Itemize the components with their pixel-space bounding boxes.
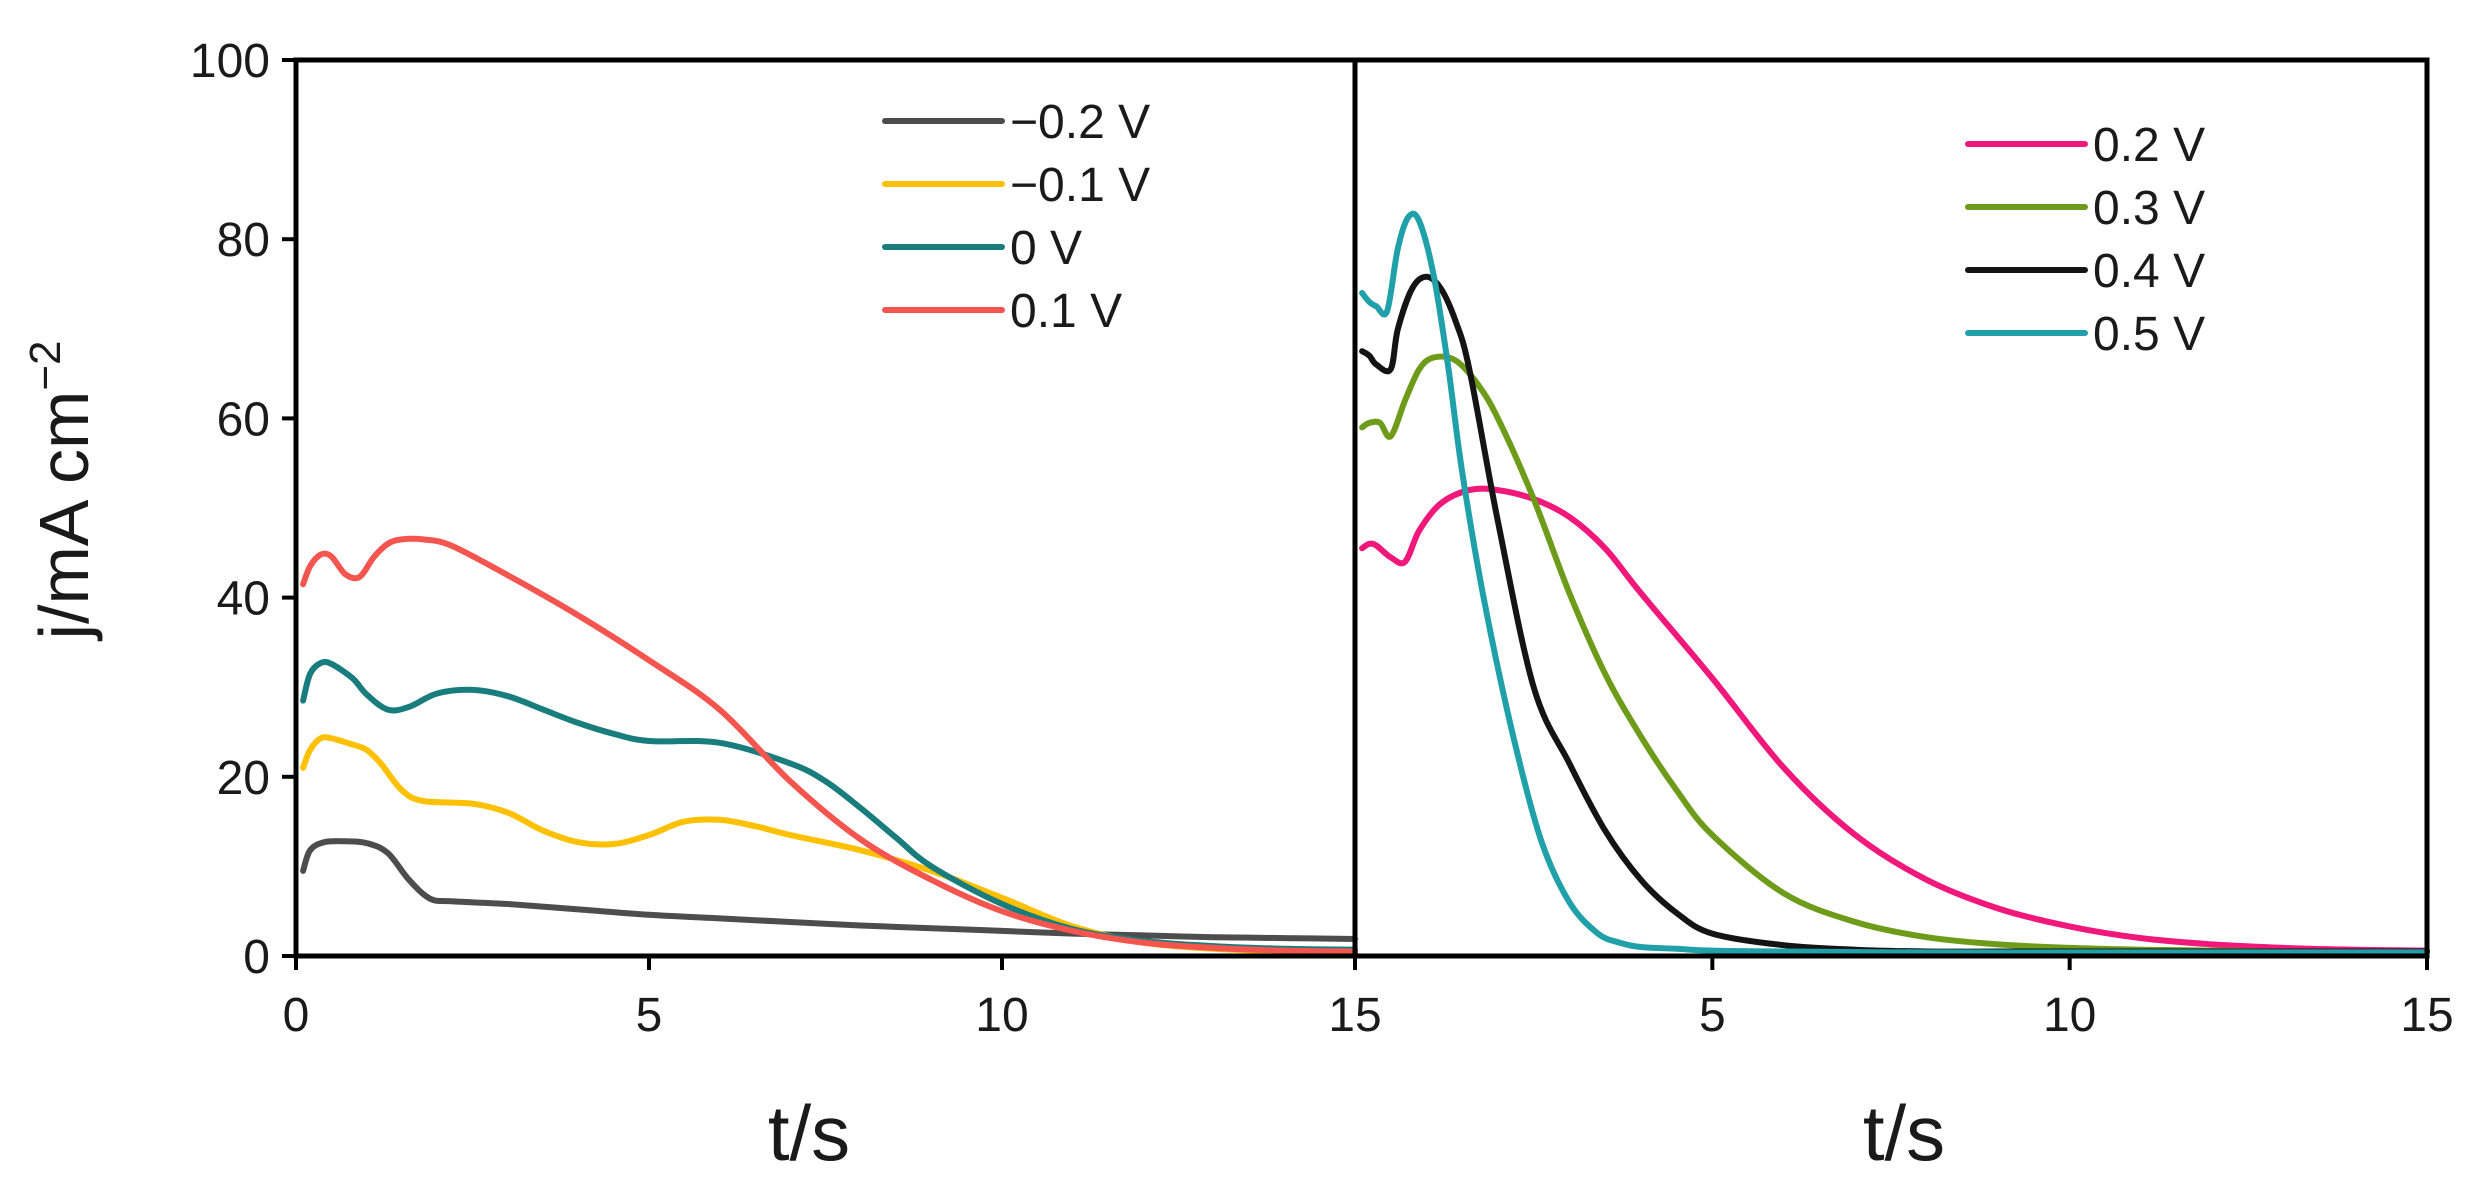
right-x-tick-label: 15 bbox=[2400, 989, 2453, 1042]
right-legend-label: 0.3 V bbox=[2093, 182, 2205, 235]
left-x-tick-label: 10 bbox=[975, 989, 1028, 1042]
left-legend: −0.2 V −0.1 V 0 V 0.1 V bbox=[882, 96, 1150, 338]
x-axis-label-right: t/s bbox=[1863, 1089, 1945, 1177]
right-plot-frame bbox=[1352, 57, 2430, 959]
left-series-line-3 bbox=[300, 535, 1358, 955]
y-tick-label: 0 bbox=[243, 931, 270, 984]
y-axis-label: j/mA cm−2 bbox=[21, 340, 103, 641]
right-series-line-0 bbox=[1359, 485, 2430, 954]
left-legend-label: 0.1 V bbox=[1010, 285, 1122, 338]
right-legend-label: 0.5 V bbox=[2093, 308, 2205, 361]
right-legend-label: 0.4 V bbox=[2093, 245, 2205, 298]
left-x-tick-label: 0 bbox=[283, 989, 310, 1042]
y-tick-label: 20 bbox=[217, 752, 270, 805]
right-x-tick-label: 5 bbox=[1699, 989, 1726, 1042]
y-tick-label: 60 bbox=[217, 393, 270, 446]
right-legend-label: 0.2 V bbox=[2093, 119, 2205, 172]
left-series-line-1 bbox=[300, 734, 1358, 956]
left-series-line-0 bbox=[300, 838, 1358, 942]
left-x-tick-label: 5 bbox=[636, 989, 663, 1042]
left-plot-frame bbox=[293, 57, 1358, 959]
left-panel: 0 20 40 60 80 100 0 5 10 15 −0.2 V −0.1 V 0 V 0.1 V bbox=[190, 35, 1382, 1042]
left-x-tick-label: 15 bbox=[1328, 989, 1381, 1042]
right-series-line-3 bbox=[1359, 210, 2430, 956]
left-legend-label: −0.1 V bbox=[1010, 159, 1150, 212]
x-axis-label-left: t/s bbox=[768, 1089, 850, 1177]
left-legend-label: 0 V bbox=[1010, 222, 1082, 275]
y-axis-label-superscript: −2 bbox=[21, 340, 70, 390]
y-tick-label: 80 bbox=[217, 214, 270, 267]
y-axis-label-text: j/mA cm bbox=[25, 391, 103, 642]
y-tick-label: 100 bbox=[190, 35, 270, 88]
right-panel: 5 10 15 0.2 V 0.3 V 0.4 V 0.5 V bbox=[1352, 57, 2454, 1042]
right-x-tick-label: 10 bbox=[2043, 989, 2096, 1042]
left-legend-label: −0.2 V bbox=[1010, 96, 1150, 149]
right-legend: 0.2 V 0.3 V 0.4 V 0.5 V bbox=[1965, 119, 2205, 361]
right-series-line-2 bbox=[1359, 273, 2430, 955]
y-tick-label: 40 bbox=[217, 573, 270, 626]
